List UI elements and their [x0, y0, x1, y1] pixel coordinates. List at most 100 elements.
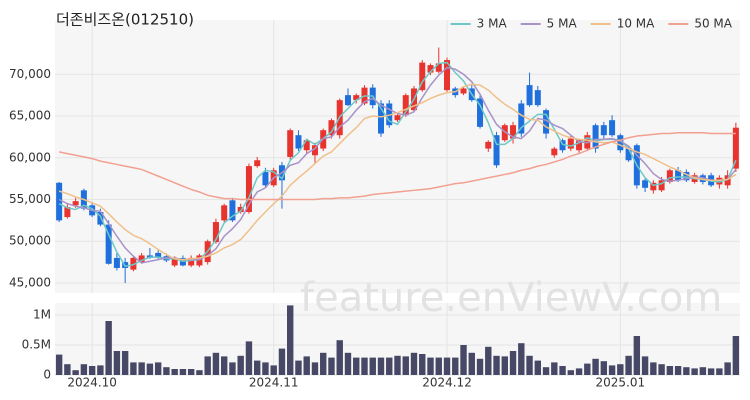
candle-body	[386, 103, 393, 126]
x-tick-label: 2024.12	[422, 376, 472, 390]
candle-body	[543, 110, 550, 134]
volume-bar	[691, 368, 698, 375]
volume-bar	[419, 354, 426, 375]
candle-body	[617, 135, 624, 151]
candle-body	[724, 175, 731, 186]
volume-bar	[493, 355, 500, 375]
candle-body	[609, 120, 616, 136]
candle-body	[485, 141, 492, 149]
volume-bar	[369, 357, 376, 375]
volume-bar	[650, 362, 657, 375]
candle-body	[254, 160, 261, 167]
volume-bar	[97, 365, 104, 375]
volume-bar	[278, 348, 286, 375]
volume-bar	[113, 351, 121, 375]
candle-body	[311, 145, 318, 156]
ma-line	[58, 83, 737, 261]
y-tick-label: 0	[43, 368, 51, 382]
volume-bar	[402, 356, 409, 375]
y-tick-label: 65,000	[9, 109, 51, 123]
volume-bar	[542, 367, 550, 375]
volume-bar	[452, 357, 459, 375]
y-tick-label: 50,000	[9, 234, 51, 248]
volume-bar	[468, 352, 475, 375]
candle-body	[287, 130, 294, 157]
volume-bar	[377, 357, 385, 375]
volume-bar	[187, 369, 195, 375]
volume-bar	[88, 366, 96, 375]
candle-body	[237, 207, 244, 213]
volume-bar	[121, 351, 129, 375]
candle-body	[683, 171, 690, 181]
volume-bar	[617, 364, 624, 375]
candle-body	[328, 120, 335, 136]
volume-bar	[699, 367, 707, 375]
volume-bar	[154, 362, 162, 375]
candle-body	[567, 138, 574, 149]
volume-bar	[625, 355, 632, 375]
volume-bar	[64, 364, 71, 375]
candle-body	[221, 205, 228, 221]
candle-body	[518, 103, 525, 134]
candle-body	[196, 255, 203, 266]
volume-bar	[707, 368, 715, 375]
legend-label: 10 MA	[617, 17, 655, 31]
candle-body	[666, 170, 673, 182]
volume-bar	[724, 362, 731, 375]
volume-bar	[270, 365, 277, 375]
y-tick-label: 0.5M	[22, 338, 51, 352]
volume-bar	[229, 362, 236, 375]
volume-bar	[55, 354, 63, 375]
volume-bar	[245, 341, 253, 375]
candle-body	[584, 135, 591, 149]
volume-bar	[666, 366, 674, 375]
y-tick-label: 1M	[33, 308, 51, 322]
volume-bar	[427, 357, 434, 375]
volume-bar	[732, 336, 740, 375]
candle-body	[97, 212, 104, 225]
volume-bar	[212, 352, 220, 375]
volume-bar	[485, 346, 492, 375]
candle-body	[303, 140, 310, 151]
candle-body	[353, 95, 360, 101]
volume-bar	[460, 345, 467, 375]
candle-body	[64, 207, 71, 218]
volume-bar	[592, 358, 599, 375]
candle-body	[477, 98, 484, 127]
candle-body	[625, 148, 632, 161]
candle-body	[716, 177, 723, 185]
candle-body	[212, 222, 219, 243]
legend-label: 3 MA	[477, 17, 508, 31]
candle-body	[650, 182, 657, 191]
chart-title: 더존비즈온(012510)	[56, 11, 194, 29]
volume-bar	[171, 369, 178, 375]
candle-body	[188, 257, 195, 266]
candle-body	[551, 148, 558, 156]
volume-bar	[394, 355, 401, 375]
volume-bar	[518, 343, 525, 375]
volume-bar	[344, 352, 352, 375]
candle-body	[138, 255, 145, 263]
candle-body	[377, 103, 384, 134]
volume-bar	[443, 357, 451, 375]
candle-body	[493, 135, 500, 166]
volume-bar	[410, 352, 418, 375]
candle-body	[699, 175, 706, 182]
volume-bar	[608, 365, 616, 375]
volume-bar	[476, 358, 484, 375]
volume-bar	[262, 362, 269, 375]
volume-bar	[138, 362, 145, 375]
legend-label: 50 MA	[694, 17, 732, 31]
y-tick-label: 55,000	[9, 192, 51, 206]
candle-body	[394, 115, 401, 121]
volume-bar	[295, 360, 302, 375]
candle-body	[295, 135, 302, 149]
volume-bar	[72, 370, 79, 375]
volume-bar	[386, 357, 393, 375]
volume-bar	[130, 362, 137, 375]
candle-body	[171, 257, 178, 266]
volume-bar	[220, 356, 228, 375]
volume-bar	[567, 370, 575, 375]
candle-body	[245, 166, 252, 213]
candle-body	[113, 257, 120, 268]
